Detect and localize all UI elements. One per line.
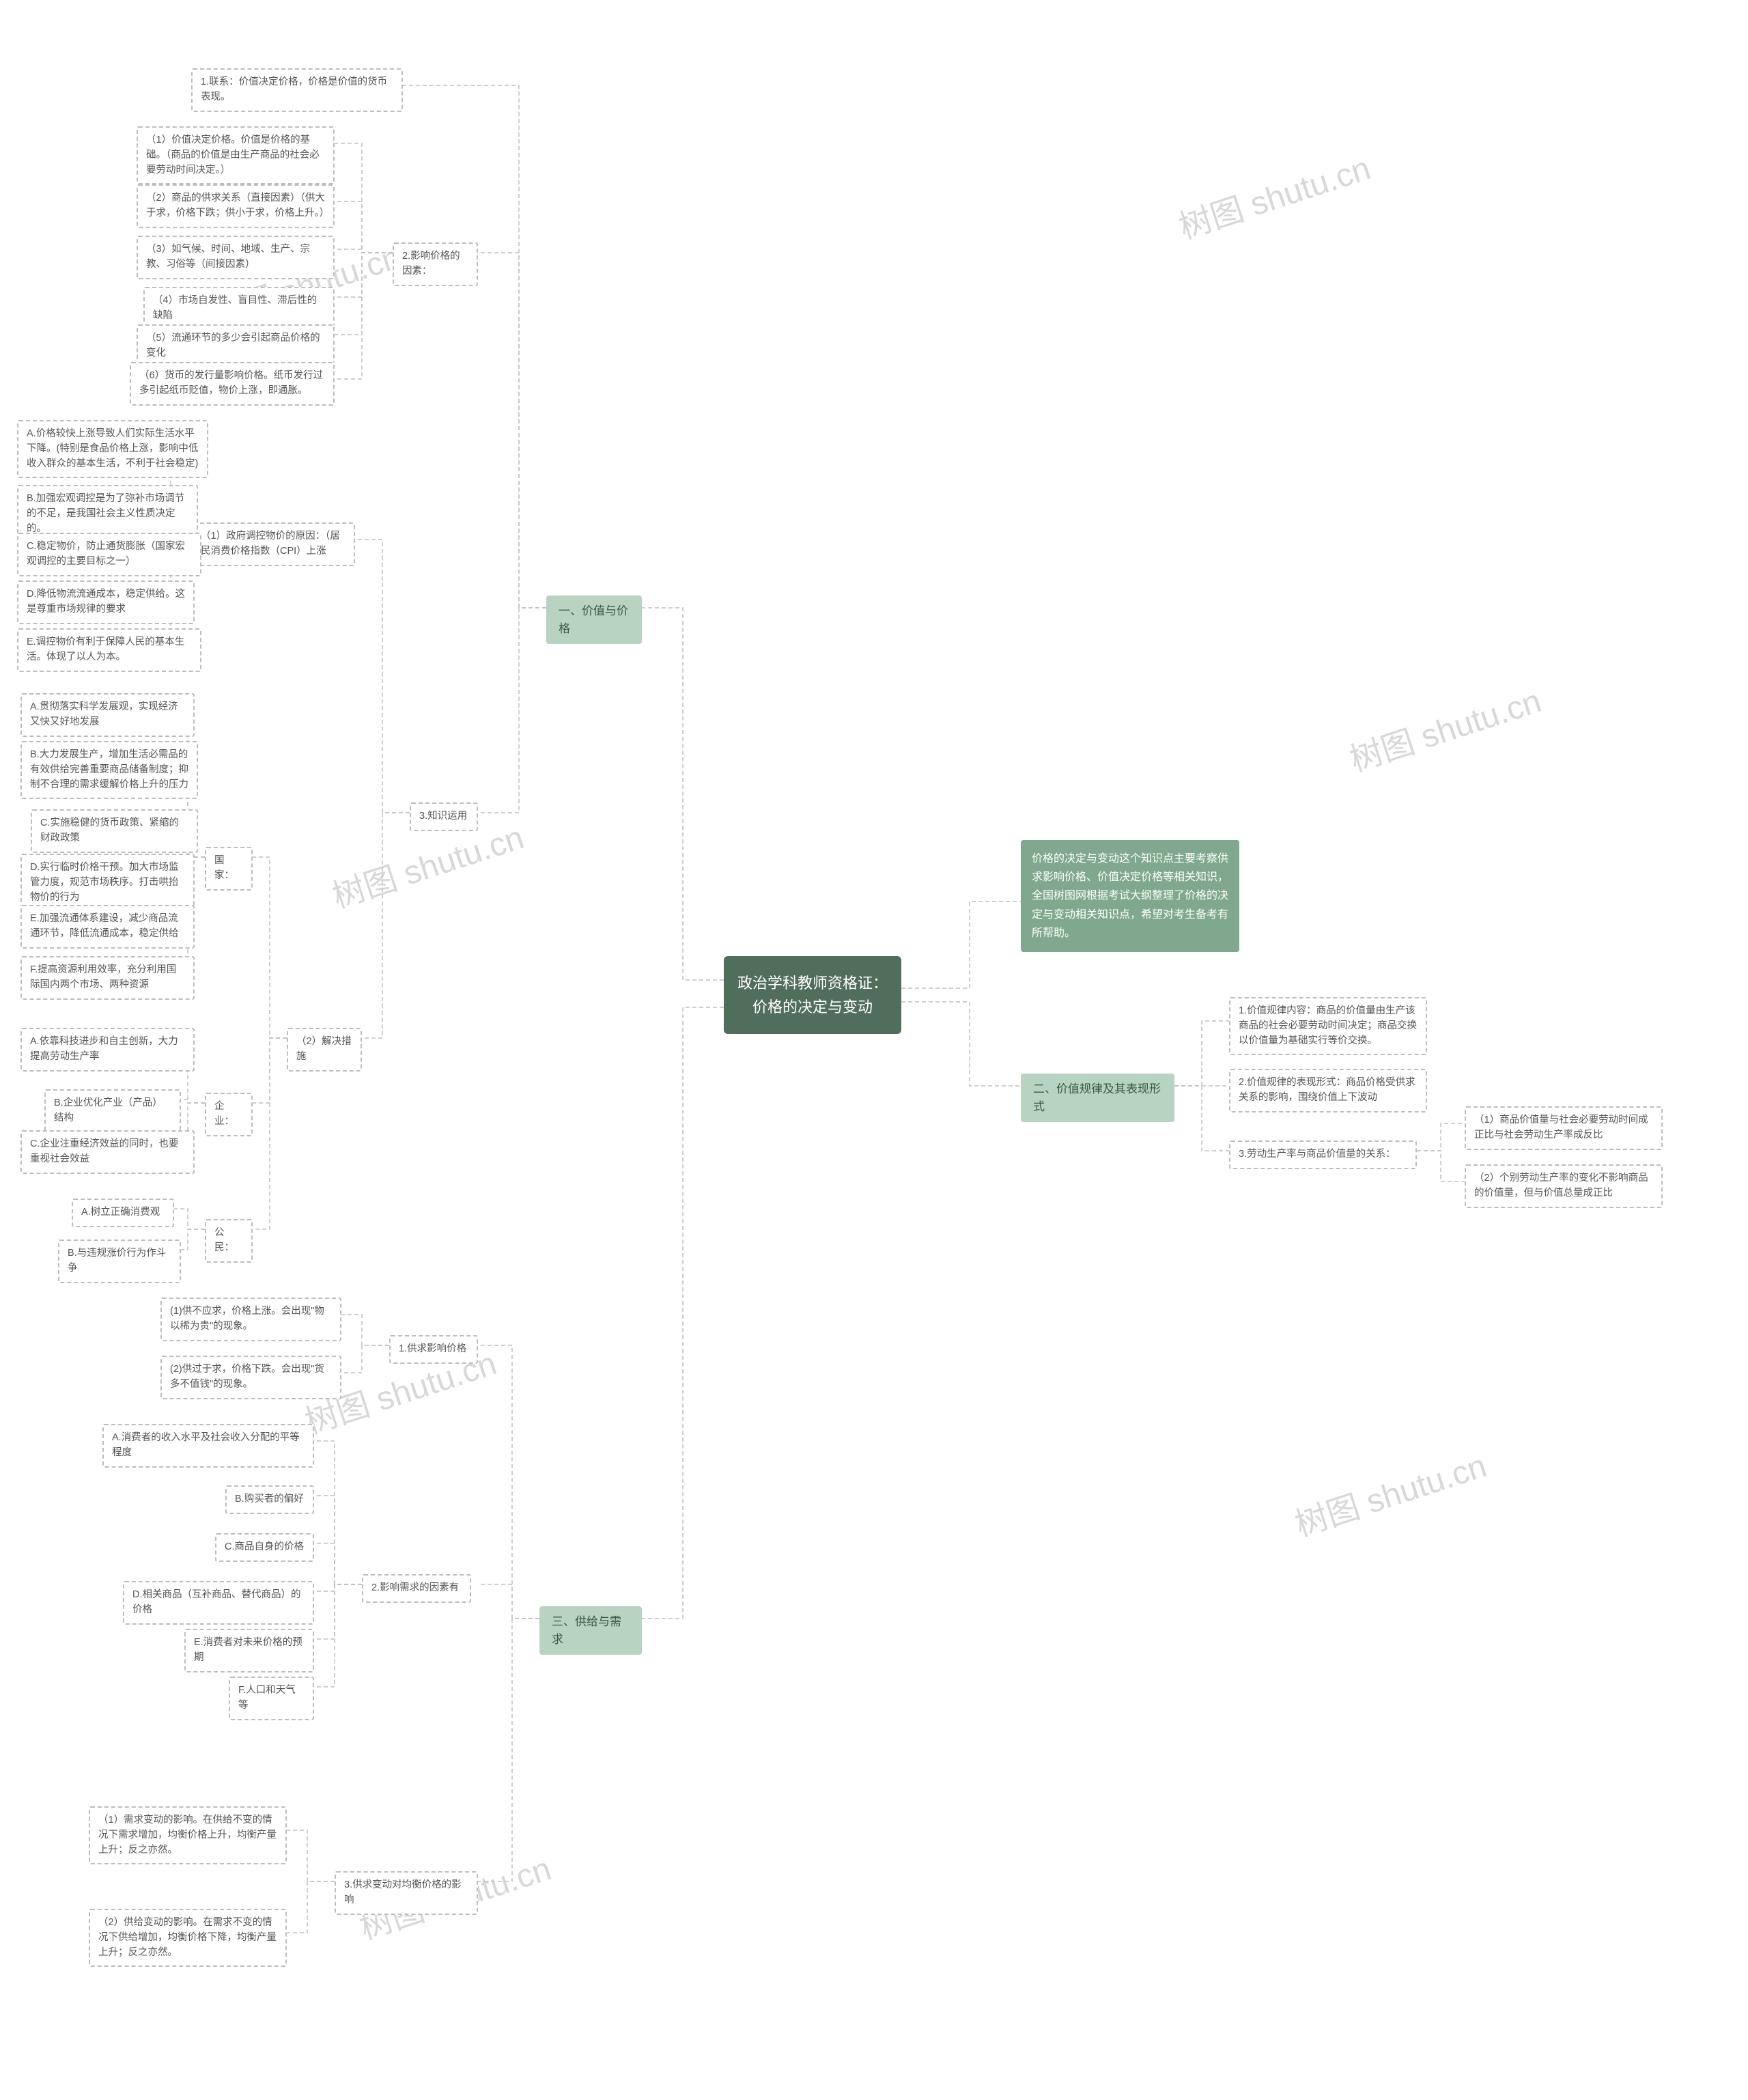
s1-i3-a4: D.降低物流流通成本，稳定供给。这是尊重市场规律的要求 [17,580,195,624]
s1-i3-b: （2）解决措施 [287,1028,362,1072]
s1-i3-b-gm-b: B.与违规涨价行为作斗争 [58,1240,181,1283]
s3-i2-e: E.消费者对未来价格的预期 [184,1629,314,1672]
s1-i3-a1: A.价格较快上涨导致人们实际生活水平下降。(特别是食品价格上涨，影响中低收入群众… [17,420,208,478]
s1-i3-b-gm: 公民： [205,1219,253,1263]
s1-i2-c3: （3）如气候、时间、地域、生产、宗教、习俗等（间接因素） [137,236,335,279]
intro-node: 价格的决定与变动这个知识点主要考察供求影响价格、价值决定价格等相关知识，全国树图… [1021,840,1239,952]
s3-i1-c1: (1)供不应求，价格上涨。会出现"物以稀为贵"的现象。 [160,1298,341,1341]
s1-i2-c5: （5）流通环节的多少会引起商品价格的变化 [137,324,335,368]
s1-i2-c4: （4）市场自发性、盲目性、滞后性的缺陷 [143,287,335,331]
s2-i3-c1: （1）商品价值量与社会必要劳动时间成正比与社会劳动生产率成反比 [1465,1106,1663,1150]
s2-i2: 2.价值规律的表现形式：商品价格受供求关系的影响，围绕价值上下波动 [1229,1069,1427,1112]
s1-i3-b-gj-a: A.贯彻落实科学发展观，实现经济又快又好地发展 [20,693,195,737]
s3-i1: 1.供求影响价格 [389,1335,478,1364]
s3-i2-b: B.购买者的偏好 [225,1485,314,1514]
s3-i2-a: A.消费者的收入水平及社会收入分配的平等程度 [102,1424,314,1468]
s2-i1: 1.价值规律内容：商品的价值量由生产该商品的社会必要劳动时间决定；商品交换以价值… [1229,997,1427,1055]
s3-i1-c2: (2)供过于求，价格下跌。会出现"货多不值钱"的现象。 [160,1356,341,1399]
s3-i3-c2: （2）供给变动的影响。在需求不变的情况下供给增加，均衡价格下降，均衡产量上升；反… [89,1909,287,1967]
s1-i3-a5: E.调控物价有利于保障人民的基本生活。体现了以人为本。 [17,628,201,672]
s1-i3-b-gj-b: B.大力发展生产，增加生活必需品的有效供给完善重要商品储备制度；抑制不合理的需求… [20,741,198,799]
s3-i2-d: D.相关商品（互补商品、替代商品）的价格 [123,1581,314,1625]
section-2: 二、价值规律及其表现形式 [1021,1074,1174,1122]
s1-i3-b-gj-f: F.提高资源利用效率，充分利用国际国内两个市场、两种资源 [20,956,195,1000]
section-3: 三、供给与需求 [539,1606,642,1655]
s1-i2-c2: （2）商品的供求关系（直接因素）（供大于求，价格下跌；供小于求，价格上升。） [137,184,335,228]
root-node: 政治学科教师资格证：价格的决定与变动 [724,956,901,1034]
s1-i2-c1: （1）价值决定价格。价值是价格的基础。（商品的价值是由生产商品的社会必要劳动时间… [137,126,335,184]
s1-i3-b-gj: 国家： [205,847,253,891]
s1-i3-b-gj-c: C.实施稳健的货币政策、紧缩的财政政策 [31,809,198,853]
section-1: 一、价值与价格 [546,596,642,644]
s3-i3: 3.供求变动对均衡价格的影响 [335,1871,478,1915]
watermark: 树图 shutu.cn [1342,674,1546,781]
watermark: 树图 shutu.cn [1288,1439,1491,1545]
s3-i3-c1: （1）需求变动的影响。在供给不变的情况下需求增加，均衡价格上升，均衡产量上升；反… [89,1806,287,1864]
s2-i3-c2: （2）个别劳动生产率的变化不影响商品的价值量，但与价值总量成正比 [1465,1164,1663,1208]
s1-i3-b-qy-b: B.企业优化产业（产品）结构 [44,1089,181,1133]
s2-i3: 3.劳动生产率与商品价值量的关系： [1229,1140,1417,1169]
watermark: 树图 shutu.cn [1172,141,1375,248]
s1-i3-b-gm-a: A.树立正确消费观 [72,1199,174,1227]
s1-i3-b-gj-d: D.实行临时价格干预。加大市场监管力度，规范市场秩序。打击哄抬物价的行为 [20,854,195,912]
s3-i2-f: F.人口和天气等 [229,1677,314,1720]
s1-i3-a3: C.稳定物价，防止通货膨胀（国家宏观调控的主要目标之一） [17,533,201,576]
s3-i2-c: C.商品自身的价格 [215,1533,314,1562]
s3-i2: 2.影响需求的因素有 [362,1574,471,1603]
s1-i3-a: （1）政府调控物价的原因：（居民消费价格指数（CPI）上涨 [191,522,355,566]
s1-i3: 3.知识运用 [410,802,478,831]
s1-i1: 1.联系：价值决定价格，价格是价值的货币表现。 [191,68,403,112]
s1-i3-b-qy-a: A.依靠科技进步和自主创新，大力提高劳动生产率 [20,1028,195,1072]
s1-i2: 2.影响价格的因素： [393,242,478,286]
s1-i3-b-gj-e: E.加强流通体系建设，减少商品流通环节，降低流通成本，稳定供给 [20,905,195,949]
s1-i3-b-qy: 企业： [205,1093,253,1136]
s1-i3-b-qy-c: C.企业注重经济效益的同时，也要重视社会效益 [20,1130,195,1174]
s1-i2-c6: （6）货币的发行量影响价格。纸币发行过多引起纸币贬值，物价上涨，即通胀。 [130,362,335,406]
